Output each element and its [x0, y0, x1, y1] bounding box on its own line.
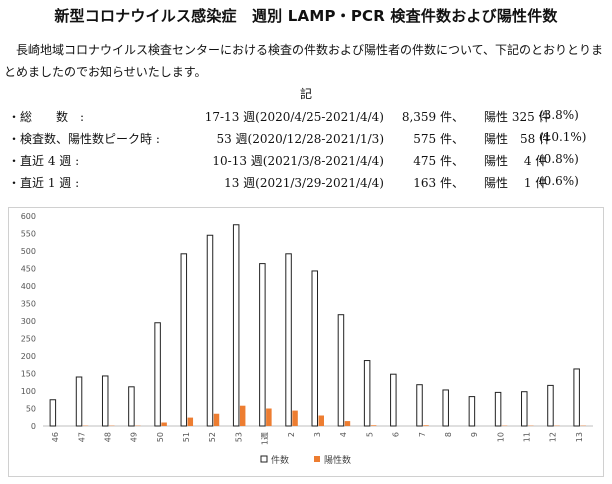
y-tick-label: 450 — [21, 265, 36, 274]
x-tick-label: 6 — [392, 432, 401, 437]
y-tick-label: 0 — [31, 422, 36, 431]
summary-row-total: ・総 数 : 17-13 週(2020/4/25-2021/4/4) 8,359… — [8, 108, 604, 130]
bar-tests — [494, 391, 502, 427]
bar-positive — [239, 405, 246, 426]
bar-positive — [423, 425, 429, 426]
y-tick-label: 350 — [21, 300, 36, 309]
x-tick-label: 7 — [418, 432, 427, 437]
y-tick-label: 300 — [21, 317, 36, 326]
intro-paragraph: 長崎地域コロナウイルス検査センターにおける検査の件数および陽性者の件数について、… — [4, 43, 604, 79]
summary-rate: (0.8%) — [539, 152, 579, 166]
bar-tests — [442, 389, 449, 427]
weekly-tests-chart: 0 50 100 150 200 250 300 350 400 450 500 550 600 46 47… — [8, 207, 604, 477]
summary-period: 17-13 週(2020/4/25-2021/4/4) — [204, 110, 384, 124]
bar-tests — [49, 399, 57, 427]
legend-label-tests: 件数 — [271, 454, 289, 466]
bar-positive — [318, 415, 324, 426]
summary-count: 575 件、 — [413, 132, 464, 146]
summary-label: ・総 数 : — [8, 110, 85, 124]
summary-period: 13 週(2021/3/29-2021/4/4) — [224, 176, 384, 190]
bar-tests — [337, 314, 345, 427]
summary-positive: 陽性 325 件 — [484, 110, 551, 124]
summary-rate: (0.6%) — [539, 174, 579, 188]
summary-rate: (3.8%) — [539, 108, 579, 122]
summary-rate: (10.1%) — [539, 130, 587, 144]
y-tick-label: 200 — [21, 352, 36, 361]
summary-label: ・直近 1 週 : — [8, 176, 80, 190]
summary-list: ・総 数 : 17-13 週(2020/4/25-2021/4/4) 8,359… — [8, 108, 604, 196]
legend-label-positive: 陽性数 — [324, 454, 351, 466]
summary-period: 10-13 週(2021/3/8-2021/4/4) — [212, 154, 384, 168]
y-tick-label: 500 — [21, 247, 36, 256]
bar-tests — [128, 386, 135, 427]
x-tick-label: 52 — [208, 432, 217, 442]
bar-tests — [285, 253, 292, 427]
bar-tests — [259, 263, 266, 427]
y-tick-label: 150 — [21, 370, 36, 379]
x-tick-label: 48 — [103, 432, 112, 442]
x-tick-label: 3 — [313, 432, 322, 437]
summary-label: ・直近 4 週 : — [8, 154, 80, 168]
bar-tests — [180, 253, 188, 427]
y-tick-label: 50 — [26, 405, 36, 414]
x-tick-label: 53 — [234, 432, 243, 442]
bar-tests — [547, 384, 554, 427]
bar-positive — [213, 413, 220, 426]
summary-positive: 陽性 4 件 — [484, 154, 548, 168]
ki-heading: 記 — [299, 87, 312, 101]
bar-positive — [161, 422, 167, 426]
x-tick-label: 4 — [339, 432, 348, 437]
legend-swatch-positive — [314, 456, 320, 462]
x-tick-label: 13 — [575, 432, 584, 442]
bar-positive — [370, 425, 377, 426]
x-tick-label: 46 — [51, 432, 60, 442]
bar-tests — [154, 322, 161, 427]
x-tick-label: 5 — [365, 432, 374, 437]
x-tick-label: 11 — [523, 432, 532, 442]
x-tick-label: 2 — [287, 432, 296, 437]
bar-tests — [521, 391, 528, 427]
legend-swatch-tests — [260, 455, 268, 463]
y-tick-label: 250 — [21, 335, 36, 344]
bar-tests — [101, 375, 109, 427]
summary-positive: 陽性 58 件 — [484, 132, 552, 146]
summary-count: 163 件、 — [413, 176, 464, 190]
summary-count: 8,359 件、 — [401, 110, 464, 124]
summary-row-recent-1-week: ・直近 1 週 : 13 週(2021/3/29-2021/4/4) 163 件… — [8, 174, 604, 196]
bar-tests — [232, 224, 240, 427]
x-tick-label: 49 — [130, 432, 139, 442]
x-tick-label: 51 — [182, 432, 191, 442]
bar-positive — [266, 408, 272, 426]
bar-tests — [390, 373, 397, 427]
summary-count: 475 件、 — [413, 154, 464, 168]
summary-positive: 陽性 1 件 — [484, 176, 548, 190]
bar-tests — [363, 360, 371, 427]
summary-row-recent-4-weeks: ・直近 4 週 : 10-13 週(2021/3/8-2021/4/4) 475… — [8, 152, 604, 174]
y-tick-label: 100 — [21, 387, 36, 396]
page-title: 新型コロナウイルス感染症 週別 LAMP・PCR 検査件数および陽性件数 — [54, 7, 558, 25]
y-tick-label: 550 — [21, 230, 36, 239]
x-tick-label: 12 — [549, 432, 558, 442]
bar-positive — [187, 417, 194, 426]
x-tick-label: 10 — [496, 432, 505, 442]
bar-positive — [292, 410, 298, 426]
bar-tests — [311, 270, 318, 427]
bar-tests — [573, 368, 580, 427]
bar-tests — [416, 384, 423, 427]
bar-tests — [206, 234, 214, 427]
y-tick-label: 400 — [21, 282, 36, 291]
bar-tests — [468, 396, 476, 427]
y-tick-label: 600 — [21, 212, 36, 221]
summary-period: 53 週(2020/12/28-2021/1/3) — [216, 132, 384, 146]
x-tick-label: 47 — [77, 432, 86, 442]
x-tick-label: 9 — [470, 432, 479, 437]
x-tick-label: 50 — [156, 432, 165, 442]
x-tick-label: 8 — [444, 432, 453, 437]
summary-label: ・検査数、陽性数ピーク時 : — [8, 132, 160, 146]
summary-row-peak: ・検査数、陽性数ピーク時 : 53 週(2020/12/28-2021/1/3)… — [8, 130, 604, 152]
bar-tests — [75, 376, 83, 427]
bar-positive — [344, 421, 351, 426]
x-tick-label: 1週 — [261, 432, 270, 445]
